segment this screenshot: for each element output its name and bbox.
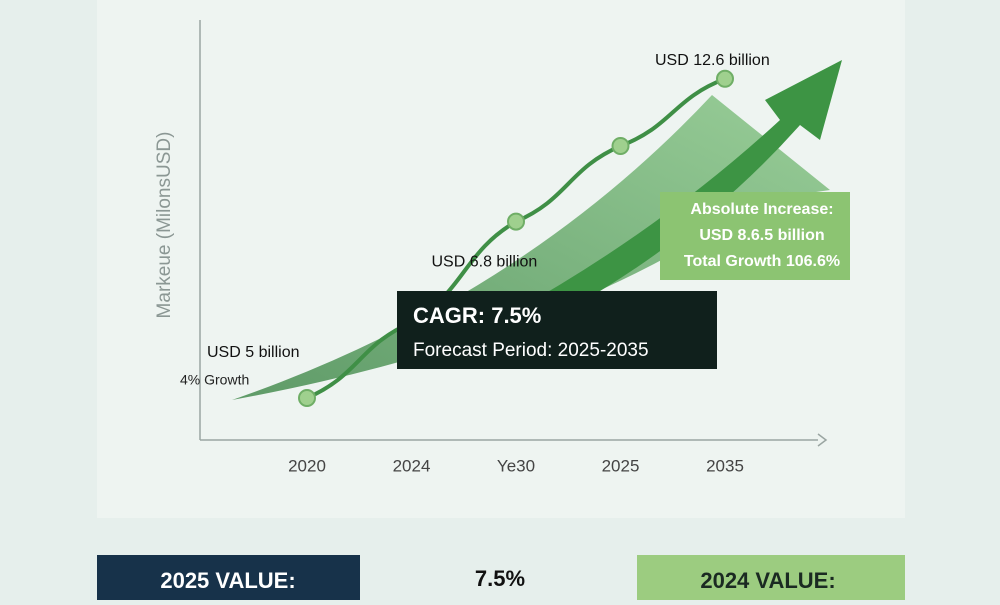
increase-line: Total Growth 106.6%	[684, 253, 840, 270]
card-title: 2024 VALUE:	[700, 568, 835, 593]
x-tick-label: 2020	[288, 456, 326, 475]
x-axis-arrow	[817, 433, 828, 447]
growth-area	[232, 95, 830, 400]
x-tick-label: 2025	[602, 456, 640, 475]
x-tick-label: Ye30	[497, 456, 535, 475]
card-left	[97, 555, 360, 600]
plot: 2020 2024 Ye30 2025 2035 USD 5 billion USD 6.8…	[207, 52, 770, 475]
growth-note: 4% Growth	[180, 372, 249, 388]
cagr: CAGR: 7.5%	[413, 303, 541, 328]
card-right	[637, 555, 905, 600]
cagr-box	[397, 291, 717, 369]
increase-line: Absolute Increase:	[690, 201, 833, 218]
data-point	[298, 389, 316, 407]
data-point	[611, 137, 630, 155]
data-point	[507, 212, 525, 231]
increase-line: USD 8.6.5 billion	[699, 227, 824, 244]
value-label: USD 5 billion	[207, 344, 299, 361]
x-tick-label: 2024	[393, 456, 431, 475]
y-axis-label: Markeue (MilonsUSD)	[154, 132, 175, 319]
data-point	[716, 69, 734, 88]
increase-box	[660, 192, 850, 280]
card-value: 7.5%	[475, 566, 525, 591]
value-label: USD 6.8 billion	[432, 254, 538, 271]
value-label: USD 12.6 billion	[655, 52, 770, 69]
card-title: 2025 VALUE:	[160, 568, 295, 593]
x-tick-label: 2035	[706, 456, 744, 475]
forecast-period: Forecast Period: 2025-2035	[413, 340, 649, 361]
